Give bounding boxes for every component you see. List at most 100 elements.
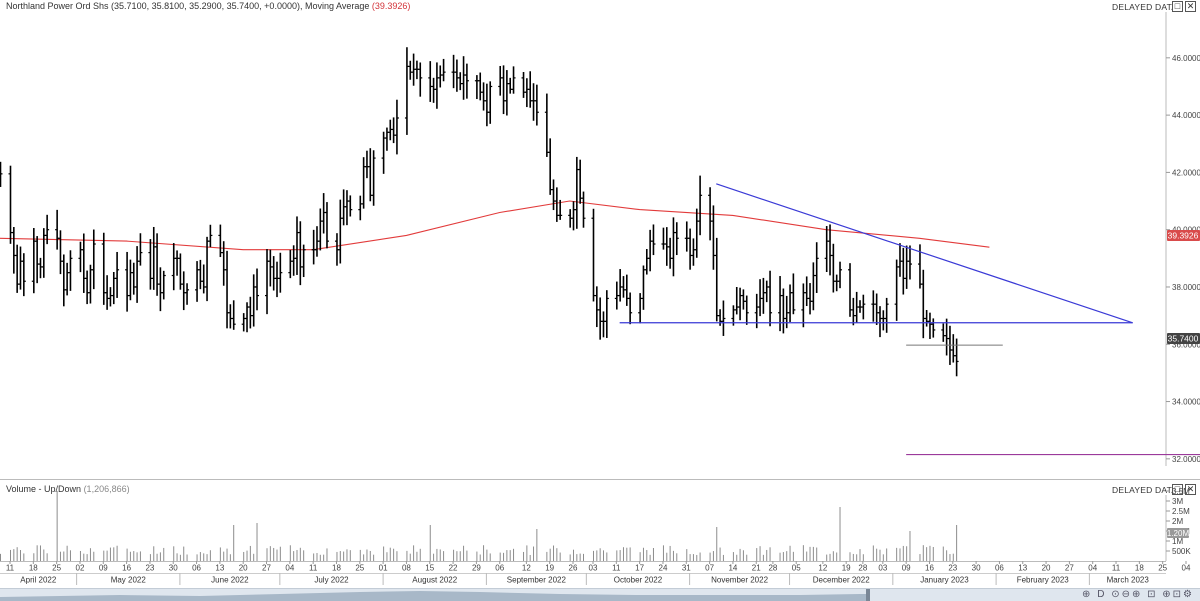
month-label: July 2022	[314, 576, 349, 585]
month-label: June 2022	[211, 576, 249, 585]
price-bar	[344, 190, 349, 226]
last-volume-tag: 1.20M	[1167, 529, 1190, 538]
price-bar	[348, 195, 353, 217]
price-bar	[548, 138, 553, 195]
price-bar	[954, 338, 959, 377]
day-tick-label: 22	[449, 564, 458, 573]
price-bar	[324, 202, 329, 249]
price-bar	[941, 323, 946, 342]
day-tick-label: 11	[309, 564, 318, 573]
minimize-icon[interactable]: □	[1172, 1, 1183, 12]
day-tick-label: 27	[1065, 564, 1074, 573]
last-volume-tag-bg	[1167, 528, 1189, 538]
volume-close-icon[interactable]: ✕	[1185, 484, 1196, 495]
price-bar	[828, 224, 833, 276]
price-pane: Northland Power Ord Shs (35.7100, 35.810…	[0, 0, 1200, 480]
price-bar	[231, 300, 236, 330]
price-bar	[768, 270, 773, 327]
price-bar	[594, 286, 599, 328]
price-tick-label: 32.0000	[1172, 455, 1200, 464]
price-tick-label: 42.0000	[1172, 168, 1200, 177]
price-bar	[434, 62, 439, 109]
price-bar	[105, 275, 110, 310]
day-tick-label: 11	[612, 564, 621, 573]
price-bar	[904, 245, 909, 289]
day-tick-label: 26	[569, 564, 578, 573]
price-bar	[598, 297, 603, 340]
day-tick-label: 06	[192, 564, 201, 573]
day-tick-label: 06	[995, 564, 1004, 573]
price-bar	[185, 283, 190, 305]
price-tick-label: 46.0000	[1172, 54, 1200, 63]
price-chart[interactable]: 46.000044.000042.000040.000038.000036.00…	[0, 0, 1200, 480]
day-tick-label: 09	[99, 564, 108, 573]
price-bar	[618, 269, 623, 302]
day-tick-label: 20	[239, 564, 248, 573]
day-tick-label: 08	[402, 564, 411, 573]
price-bar	[714, 237, 719, 322]
price-bar	[831, 243, 836, 293]
price-bar	[781, 288, 786, 334]
price-bar	[651, 224, 656, 256]
price-bar	[275, 261, 280, 298]
navigator-strip[interactable]: ⊕ D ⊙⊖⊕ ⊡ ⊕⊡⚙	[0, 588, 1200, 601]
price-bar	[581, 191, 586, 228]
price-bar	[661, 227, 666, 250]
price-bar	[11, 227, 16, 274]
price-bar	[604, 290, 609, 338]
price-bar	[195, 261, 200, 302]
day-tick-label: 16	[122, 564, 131, 573]
price-bar	[404, 47, 409, 135]
price-bar	[318, 208, 323, 251]
price-bar	[881, 310, 886, 331]
price-bar	[734, 287, 739, 315]
price-bar	[131, 262, 136, 295]
day-tick-label: 13	[1018, 564, 1027, 573]
price-bar	[897, 243, 902, 277]
price-bar	[438, 65, 443, 88]
price-bar	[528, 71, 533, 108]
day-tick-label: 11	[1112, 564, 1121, 573]
price-bar	[0, 161, 3, 187]
price-bar	[21, 253, 26, 297]
price-bar	[874, 293, 879, 325]
close-icon[interactable]: ✕	[1185, 1, 1196, 12]
day-tick-label: 28	[858, 564, 867, 573]
price-bar	[474, 75, 479, 100]
day-tick-label: 14	[728, 564, 737, 573]
day-tick-label: 12	[522, 564, 531, 573]
price-bar	[508, 77, 513, 94]
price-bar	[255, 268, 260, 311]
month-label: April 2022	[20, 576, 57, 585]
price-bar	[31, 228, 36, 294]
navigator-controls[interactable]: ⊕ D ⊙⊖⊕ ⊡ ⊕⊡⚙	[1082, 589, 1194, 600]
price-bar	[668, 237, 673, 269]
day-tick-label: 24	[659, 564, 668, 573]
price-bar	[688, 228, 693, 270]
volume-minimize-icon[interactable]: □	[1172, 484, 1183, 495]
price-bar	[674, 222, 679, 256]
day-tick-label: 04	[1182, 564, 1191, 573]
price-tick-label: 34.0000	[1172, 398, 1200, 407]
navigator-handle[interactable]	[866, 589, 870, 601]
price-bar	[884, 297, 889, 333]
price-bar	[894, 259, 899, 321]
price-bar	[151, 226, 156, 290]
day-tick-label: 12	[818, 564, 827, 573]
price-bar	[788, 284, 793, 322]
price-bar	[311, 229, 316, 265]
day-tick-label: 05	[792, 564, 801, 573]
price-bar	[811, 262, 816, 311]
price-bar	[271, 256, 276, 291]
day-tick-label: 04	[285, 564, 294, 573]
price-bar	[265, 249, 270, 315]
price-bar	[638, 293, 643, 324]
month-label: September 2022	[507, 576, 567, 585]
month-label: August 2022	[412, 576, 457, 585]
price-bar	[554, 187, 559, 222]
day-tick-label: 25	[52, 564, 61, 573]
price-bar	[478, 72, 483, 101]
price-bar	[691, 238, 696, 266]
price-bar	[288, 249, 293, 279]
